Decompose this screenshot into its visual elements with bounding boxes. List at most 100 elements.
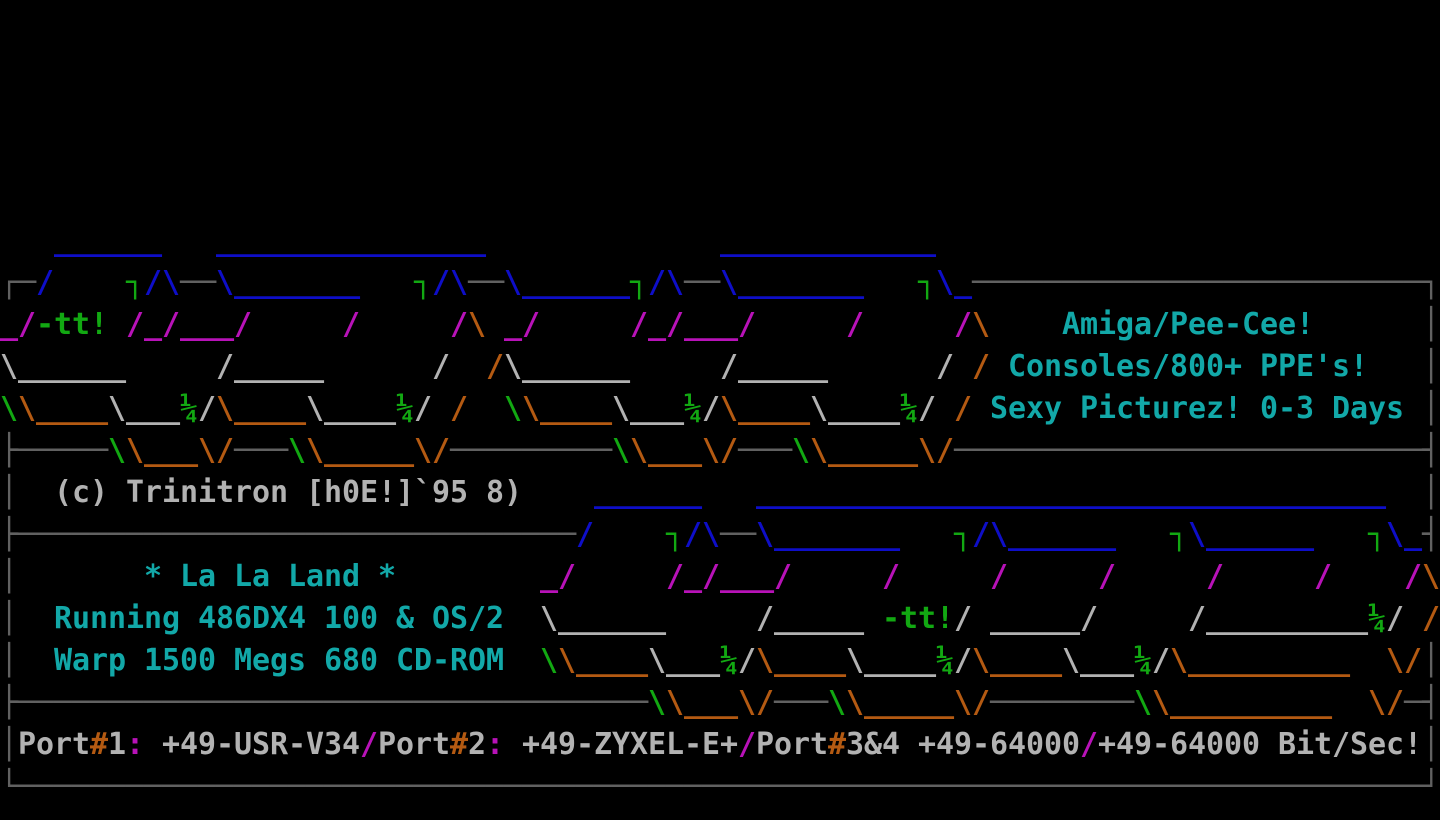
logo2-art: /_/___ [666, 559, 775, 594]
logo1-art: \____ [18, 391, 109, 426]
logo2-art: \___ [648, 643, 721, 678]
system-specs-line-1: Running 486DX4 100 & OS/2 [54, 601, 505, 636]
logo2-art: / [882, 559, 901, 594]
logo2-art: \______ [1188, 517, 1315, 552]
port1-number: 1 [108, 727, 127, 762]
logo1-art: / [486, 349, 505, 384]
port34-hash: # [828, 727, 847, 762]
port34-label: Port [756, 727, 829, 762]
logo1-art: /\ [648, 265, 685, 300]
logo2-art: \_______ [756, 517, 901, 552]
port1-value: +49-USR-V34 [144, 727, 361, 762]
frame-top-right-corner: ─────────────────────────┐ [972, 265, 1440, 300]
logo1-art: / [234, 307, 253, 342]
logo2-art: ¼ [1134, 643, 1153, 678]
logo2-art: / [1314, 559, 1333, 594]
logo2-art: /_____ [756, 601, 865, 636]
logo1-art: \____ [216, 391, 307, 426]
logo2-art: \ [1422, 559, 1440, 594]
logo1-art: \ [0, 391, 19, 426]
logo1-art: \____ [522, 391, 613, 426]
logo1-art: \ [288, 433, 307, 468]
logo2-art: / [990, 559, 1009, 594]
logo1-art: ¼ [180, 391, 199, 426]
logo1-art: / [36, 265, 55, 300]
logo1-top-edge: _______________ [216, 223, 487, 258]
port2-label: Port [378, 727, 451, 762]
logo1-art: / [918, 391, 937, 426]
logo1-art: \______ [504, 349, 631, 384]
logo2-art: /\______ [972, 517, 1117, 552]
frame-top-line: ── [684, 265, 721, 300]
logo1-top-edge: ____________ [720, 223, 937, 258]
frame-top-left-corner: ┌─ [0, 265, 37, 300]
frame-left-border: │ [0, 727, 19, 762]
logo1-art: \ [612, 433, 631, 468]
frame-right-border: │ [1422, 307, 1440, 342]
frame-divider-line: ├───── [0, 433, 109, 468]
frame-divider-line: ─── [234, 433, 289, 468]
logo2-art: \ [648, 685, 667, 720]
logo2-art: / [1152, 643, 1171, 678]
logo2-art: \_________ [1152, 685, 1333, 720]
logo2-art: \_ [1386, 517, 1423, 552]
ports-separator: / [738, 727, 757, 762]
logo1-art: /\ [432, 265, 469, 300]
ports-separator: / [1080, 727, 1099, 762]
port1-colon: : [126, 727, 145, 762]
logo1-art: / [954, 391, 973, 426]
logo1-art: \___\/ [630, 433, 739, 468]
logo2-art: _____ [990, 601, 1081, 636]
logo1-art: ¼ [396, 391, 415, 426]
frame-left-border: │ [0, 475, 19, 510]
logo1-art: / [738, 307, 757, 342]
logo1-art: / [198, 391, 217, 426]
port1-label: Port [18, 727, 91, 762]
logo2-art: \_____\/ [846, 685, 991, 720]
logo2-art: \/ [1386, 643, 1423, 678]
logo2-art: \______ [540, 601, 667, 636]
tagline-consoles: Consoles/800+ PPE's! [1008, 349, 1369, 384]
logo2-art: / [774, 559, 793, 594]
logo1-art: \ [504, 391, 523, 426]
logo1-art: \___ [612, 391, 685, 426]
logo1-art: /_____ [720, 349, 829, 384]
logo2-art: \___\/ [666, 685, 775, 720]
logo1-art: / [972, 349, 991, 384]
port1-hash: # [90, 727, 109, 762]
logo2-art: ¼ [1368, 601, 1387, 636]
logo2-art: /\ [684, 517, 721, 552]
logo2-art: / [1206, 559, 1225, 594]
port34-value-a: 3&4 +49-64000 [846, 727, 1081, 762]
logo1-art: _/ [504, 307, 541, 342]
tagline-amiga: Amiga/Pee-Cee! [1062, 307, 1315, 342]
port2-colon: : [486, 727, 505, 762]
frame-divider-line: ──────────────────────────┤ [954, 433, 1440, 468]
frame-divider-line: ───────── [450, 433, 613, 468]
frame-top-line: ── [180, 265, 217, 300]
logo2-art: ┐ [666, 517, 685, 552]
frame-right-border: │ [1422, 643, 1440, 678]
logo2-art: / [1080, 601, 1099, 636]
frame-right-border: ┤ [1422, 517, 1440, 552]
logo1-art: ¼ [900, 391, 919, 426]
logo2-art: /_________ [1188, 601, 1369, 636]
logo1-art: / [342, 307, 361, 342]
logo2-art: \___ [1062, 643, 1135, 678]
logo1-art: /_/___ [126, 307, 235, 342]
frame-divider-line: ─── [738, 433, 793, 468]
frame-right-border: │ [1422, 391, 1440, 426]
logo1-art: \ [108, 433, 127, 468]
logo2-art: \____ [756, 643, 847, 678]
frame-left-border: │ [0, 559, 19, 594]
frame-top-line: ── [468, 265, 505, 300]
artist-tag: -tt! [882, 601, 955, 636]
copyright-artist-line: (c) Trinitron [h0E!]`95 8) [54, 475, 523, 510]
logo2-art: \ [828, 685, 847, 720]
logo2-art: / [1098, 559, 1117, 594]
logo1-art: \___ [108, 391, 181, 426]
tagline-sexy-picturez: Sexy Picturez! 0-3 Days [990, 391, 1405, 426]
logo1-art: \_______ [720, 265, 865, 300]
logo1-art: ┐ [918, 265, 937, 300]
logo1-art: / [954, 307, 973, 342]
